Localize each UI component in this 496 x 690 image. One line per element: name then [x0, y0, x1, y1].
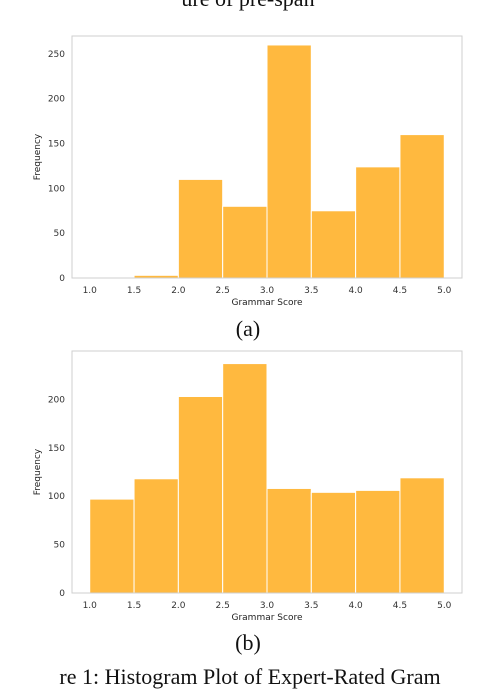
- histogram-chart-b: 1.0 1.5 2.0 2.5 3.0 3.5 4.0 4.5 5.0 0 50 100 150 200 G…: [33, 350, 463, 623]
- y-tick-label-b-2: 50: [54, 541, 66, 551]
- x-axis-title-b: Grammar Score: [231, 613, 302, 623]
- histogram-bar-b-6: [310, 491, 357, 594]
- histogram-bar-b-3: [177, 395, 224, 594]
- x-tick-label-a-4: 2.5: [216, 286, 230, 296]
- y-tick-label-b-5: 200: [48, 395, 65, 405]
- x-tick-label-a-5: 3.0: [260, 286, 275, 296]
- figure-caption: re 1: Histogram Plot of Expert-Rated Gra…: [59, 664, 441, 689]
- x-tick-label-a-9: 5.0: [437, 286, 452, 296]
- x-tick-label-b-4: 2.5: [216, 601, 230, 611]
- y-tick-label-a-6: 250: [48, 50, 65, 60]
- x-tick-label-a-8: 4.5: [393, 286, 407, 296]
- x-axis-title-a: Grammar Score: [231, 298, 302, 308]
- x-tick-label-a-2: 1.5: [127, 286, 141, 296]
- histogram-bar-b-7: [355, 489, 401, 594]
- plot-frame-b: [71, 350, 463, 594]
- histogram-bar-b-4: [222, 363, 268, 594]
- y-tick-label-a-1: 0: [59, 274, 65, 284]
- histogram-bar-a-7: [355, 166, 401, 279]
- y-axis-title-b: Frequency: [33, 448, 43, 495]
- x-tick-label-a-7: 4.0: [348, 286, 363, 296]
- y-tick-label-b-4: 150: [48, 444, 65, 454]
- subfigure-label-b: (b): [235, 630, 261, 655]
- histogram-bar-b-2: [133, 478, 179, 594]
- y-tick-label-a-4: 150: [48, 140, 65, 150]
- y-tick-label-b-1: 0: [59, 589, 65, 599]
- histogram-bar-b-5: [266, 487, 312, 594]
- histogram-bar-a-6: [310, 210, 357, 279]
- subfigure-label-a: (a): [235, 316, 261, 341]
- x-tick-label-b-9: 5.0: [437, 601, 452, 611]
- histogram-chart-a: 1.0 1.5 2.0 2.5 3.0 3.5 4.0 4.5 5.0 0 50 100 150 200 2…: [33, 35, 463, 308]
- histogram-bar-b-8: [399, 477, 445, 594]
- x-tick-label-b-1: 1.0: [83, 601, 98, 611]
- x-tick-label-a-3: 2.0: [171, 286, 186, 296]
- histogram-bar-a-8: [399, 134, 445, 279]
- y-tick-label-a-5: 200: [48, 95, 65, 105]
- x-tick-label-a-6: 3.5: [304, 286, 318, 296]
- histogram-bar-a-4: [222, 205, 268, 279]
- x-tick-label-b-5: 3.0: [260, 601, 275, 611]
- x-tick-label-b-7: 4.0: [348, 601, 363, 611]
- histogram-bar-a-5: [266, 44, 312, 279]
- x-tick-label-b-6: 3.5: [304, 601, 318, 611]
- y-axis-title-a: Frequency: [33, 133, 43, 180]
- x-tick-label-a-1: 1.0: [83, 286, 98, 296]
- plot-frame-a: [71, 35, 463, 279]
- y-tick-label-b-3: 100: [48, 492, 65, 502]
- cropped-text-above: ure of pre-span: [0, 0, 496, 12]
- y-tick-label-a-2: 50: [54, 229, 66, 239]
- x-tick-label-b-2: 1.5: [127, 601, 141, 611]
- x-tick-label-b-3: 2.0: [171, 601, 186, 611]
- histogram-bar-a-3: [177, 178, 224, 279]
- y-tick-label-a-3: 100: [48, 184, 65, 194]
- x-tick-label-b-8: 4.5: [393, 601, 407, 611]
- histogram-bar-b-1: [89, 498, 135, 594]
